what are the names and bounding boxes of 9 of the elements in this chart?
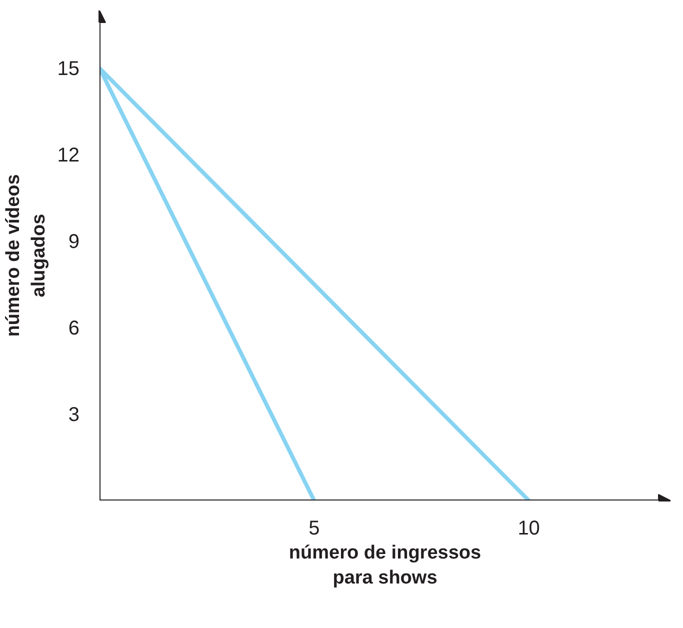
y-tick-label: 9 [68, 231, 80, 254]
y-axis-title: número de vídeos alugados [3, 174, 50, 337]
y-tick-label: 12 [57, 144, 80, 167]
y-tick-label: 15 [57, 58, 80, 80]
x-tick-label: 5 [308, 518, 320, 540]
y-tick-label: 6 [68, 318, 80, 340]
x-axis-title: número de ingressos para shows [288, 542, 482, 589]
y-tick-label: 3 [68, 404, 80, 426]
x-tick-label: 10 [518, 518, 540, 540]
